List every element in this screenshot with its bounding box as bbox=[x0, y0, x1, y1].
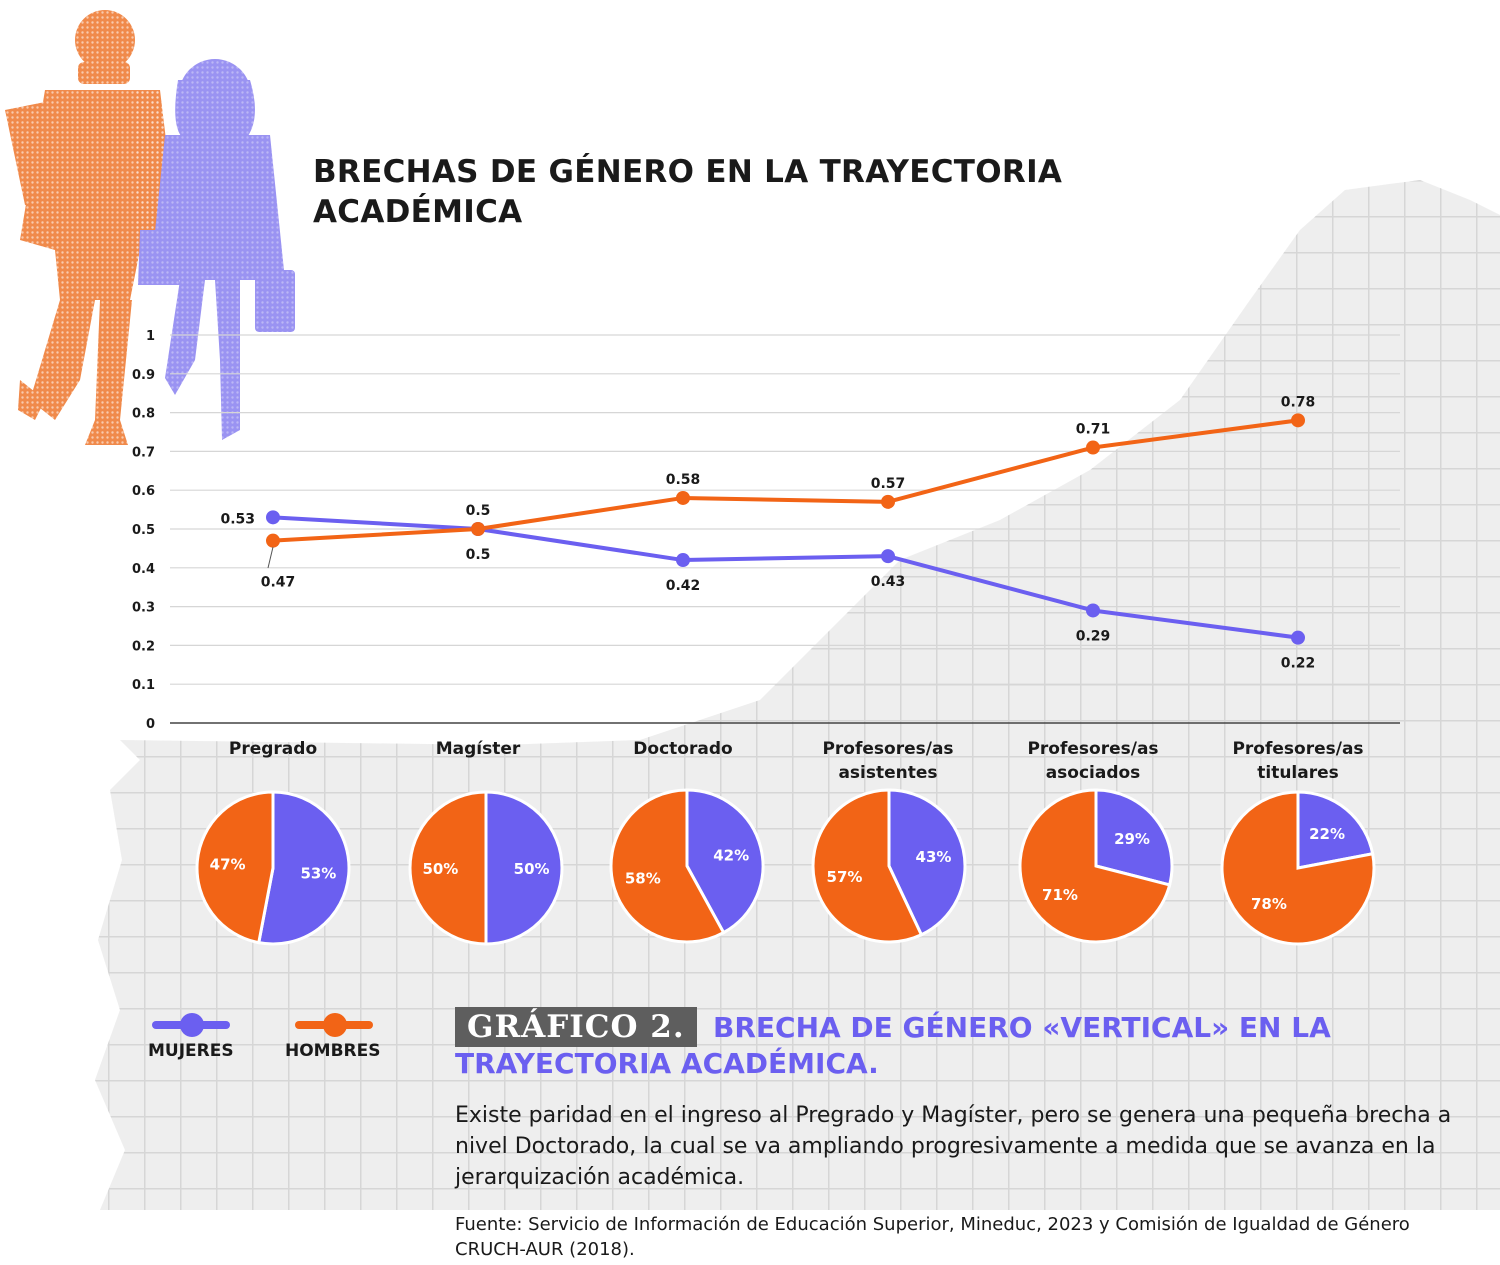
data-label-hombres: 0.47 bbox=[261, 575, 296, 591]
category-label: Magíster bbox=[435, 739, 521, 759]
data-label-hombres: 0.78 bbox=[1281, 394, 1316, 410]
pie-label-mujeres: 50% bbox=[514, 860, 550, 878]
data-point-hombres bbox=[676, 490, 690, 505]
legend-label-mujeres: MUJERES bbox=[148, 1041, 234, 1061]
page-title: BRECHAS DE GÉNERO EN LA TRAYECTORIA ACAD… bbox=[313, 154, 1063, 230]
pie-label-hombres: 71% bbox=[1042, 886, 1078, 904]
category-label: Doctorado bbox=[633, 739, 733, 759]
data-label-hombres: 0.5 bbox=[466, 503, 491, 519]
pie-slice-hombres bbox=[609, 788, 726, 944]
pie-label-mujeres: 42% bbox=[713, 847, 749, 865]
pie-slice-mujeres bbox=[257, 790, 351, 946]
data-point-hombres bbox=[1086, 440, 1100, 455]
data-point-mujeres bbox=[1086, 603, 1100, 618]
data-label-mujeres: 0.5 bbox=[466, 547, 491, 563]
y-tick-label: 0 bbox=[146, 717, 155, 732]
data-label-mujeres: 0.22 bbox=[1281, 656, 1316, 672]
data-label-hombres: 0.58 bbox=[666, 472, 701, 488]
y-tick-label: 0.2 bbox=[132, 639, 155, 654]
pie-slice-hombres bbox=[1220, 790, 1376, 946]
y-tick-label: 1 bbox=[146, 329, 155, 344]
data-point-hombres bbox=[266, 533, 280, 548]
data-label-mujeres: 0.43 bbox=[871, 574, 906, 590]
data-point-hombres bbox=[1291, 413, 1305, 428]
data-point-mujeres bbox=[676, 553, 690, 568]
data-point-mujeres bbox=[266, 510, 280, 525]
data-label-mujeres: 0.29 bbox=[1076, 628, 1111, 644]
data-point-hombres bbox=[471, 522, 485, 536]
pie-label-mujeres: 29% bbox=[1114, 830, 1150, 848]
y-tick-label: 0.8 bbox=[132, 407, 155, 422]
pie-slice-mujeres bbox=[1094, 788, 1174, 887]
y-tick-label: 0.9 bbox=[132, 368, 155, 383]
pie-slice-hombres bbox=[811, 788, 924, 944]
pie-label-hombres: 47% bbox=[210, 856, 246, 874]
y-tick-label: 0.7 bbox=[132, 445, 155, 460]
y-tick-label: 0.3 bbox=[132, 601, 155, 616]
legend-label-hombres: HOMBRES bbox=[285, 1041, 381, 1061]
figure-description: Existe paridad en el ingreso al Pregrado… bbox=[455, 1103, 1452, 1190]
torn-paper-shape bbox=[95, 180, 1500, 1210]
figure-badge: GRÁFICO 2. bbox=[455, 1007, 697, 1047]
legend-marker-hombres bbox=[323, 1013, 347, 1037]
data-label-mujeres: 0.42 bbox=[666, 578, 701, 594]
category-label: Profesores/as titulares bbox=[1232, 739, 1364, 783]
category-label: Profesores/as asociados bbox=[1027, 739, 1159, 783]
pie-slice-hombres bbox=[408, 790, 488, 946]
grid-layer bbox=[170, 334, 1400, 724]
pie-label-mujeres: 43% bbox=[916, 848, 952, 866]
y-tick-label: 0.5 bbox=[132, 523, 155, 538]
pie-slice-mujeres bbox=[1296, 790, 1375, 870]
pie-label-mujeres: 53% bbox=[300, 864, 336, 882]
pie-chart: 42% 58% bbox=[609, 788, 765, 944]
figure-source: Fuente: Servicio de Información de Educa… bbox=[455, 1214, 1410, 1260]
pie-slice-mujeres bbox=[685, 788, 765, 935]
y-tick-label: 0.1 bbox=[132, 678, 155, 693]
figure-subtitle: BRECHA DE GÉNERO «VERTICAL» EN LA TRAYEC… bbox=[455, 1011, 1331, 1080]
pie-chart: 29% 71% bbox=[1018, 788, 1174, 944]
pie-chart: 53% 47% bbox=[195, 790, 351, 946]
y-tick-label: 0.6 bbox=[132, 484, 155, 499]
pie-charts-layer: 53% 47% 50% 50% 42% 58% 43% 57% 29% 71% 22% 78% bbox=[195, 788, 1376, 946]
data-label-hombres: 0.71 bbox=[1076, 422, 1111, 438]
pie-label-hombres: 58% bbox=[625, 869, 661, 887]
series-line-mujeres bbox=[272, 515, 1299, 640]
pie-slice-hombres bbox=[195, 790, 275, 945]
pie-label-hombres: 57% bbox=[827, 868, 863, 886]
legend: MUJERES HOMBRES bbox=[0, 1013, 420, 1073]
pie-label-hombres: 50% bbox=[422, 860, 458, 878]
pie-chart: 22% 78% bbox=[1220, 790, 1376, 946]
label-leader-line bbox=[267, 546, 274, 569]
pie-slice-mujeres bbox=[887, 788, 967, 937]
line-series-layer: 0.53 0.5 0.42 0.43 0.29 0.22 0.47 0.5 0.58 0.57 0.… bbox=[220, 394, 1315, 671]
data-point-mujeres bbox=[881, 549, 895, 564]
data-label-hombres: 0.57 bbox=[871, 476, 906, 492]
category-label: Pregrado bbox=[228, 739, 318, 759]
pie-chart: 43% 57% bbox=[811, 788, 967, 944]
legend-marker-mujeres bbox=[180, 1013, 204, 1037]
y-axis-ticks: 0 0.1 0.2 0.3 0.4 0.5 0.6 0.7 0.8 0.9 1 bbox=[132, 329, 155, 732]
category-label: Profesores/as asistentes bbox=[822, 739, 954, 783]
pie-label-hombres: 78% bbox=[1251, 895, 1287, 913]
y-tick-label: 0.4 bbox=[132, 562, 155, 577]
data-label-mujeres: 0.53 bbox=[220, 511, 255, 527]
pie-slice-mujeres bbox=[484, 790, 564, 946]
pie-chart: 50% 50% bbox=[408, 790, 564, 946]
data-point-mujeres bbox=[1291, 630, 1305, 645]
data-point-hombres bbox=[881, 494, 895, 509]
pie-slice-hombres bbox=[1018, 788, 1172, 944]
series-line-hombres bbox=[272, 418, 1299, 543]
pie-label-mujeres: 22% bbox=[1309, 825, 1345, 843]
